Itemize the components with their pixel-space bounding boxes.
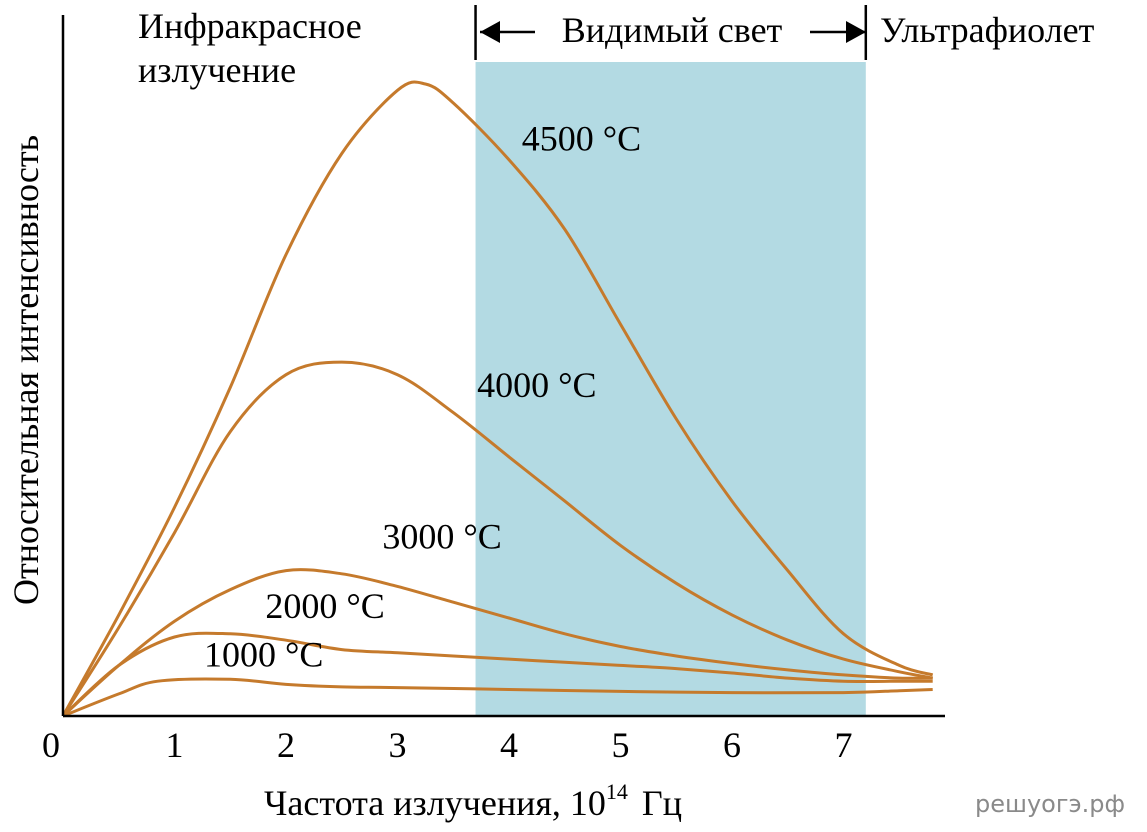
x-tick-label-3: 3 [389,725,407,765]
infrared-label-line2: излучение [138,50,296,90]
x-tick-label-5: 5 [612,725,630,765]
x-tick-label-2: 2 [277,725,295,765]
series-labels-group: 4500 °C 4000 °C 3000 °C 2000 °C 1000 °C [204,118,641,674]
visible-band [475,62,866,716]
curve-3000c [61,568,933,718]
x-tick-label-7: 7 [835,725,853,765]
infrared-label-line1: Инфракрасное [138,6,362,46]
watermark: решуогэ.рф [975,790,1125,818]
x-tick-label-0: 0 [42,725,60,765]
curve-2000c [61,631,933,718]
x-axis-label-unit: Гц [642,783,682,823]
x-ticks-group: 0 1 2 3 4 5 6 7 [42,725,853,765]
x-axis-label-main: Частота излучения, 10 [264,783,606,823]
y-axis-label: Относительная интенсивность [6,135,46,605]
curve-4500c [61,80,934,717]
left-arrow-icon [480,21,535,43]
visible-light-label: Видимый свет [562,10,783,50]
series-label-2000c: 2000 °C [265,586,384,626]
curve-1000c [62,677,933,718]
curves-group [61,80,934,718]
series-label-3000c: 3000 °C [382,517,501,557]
series-label-4500c: 4500 °C [522,118,641,158]
curve-4000c [61,360,933,717]
x-tick-label-1: 1 [166,725,184,765]
x-tick-label-4: 4 [500,725,518,765]
x-axis-label-exponent: 14 [606,779,628,804]
right-arrow-icon [810,21,866,43]
x-axis-label: Частота излучения, 1014 Гц [264,779,682,823]
series-label-1000c: 1000 °C [204,635,323,675]
x-tick-label-6: 6 [723,725,741,765]
series-label-4000c: 4000 °C [477,365,596,405]
ultraviolet-label: Ультрафиолет [880,10,1095,50]
